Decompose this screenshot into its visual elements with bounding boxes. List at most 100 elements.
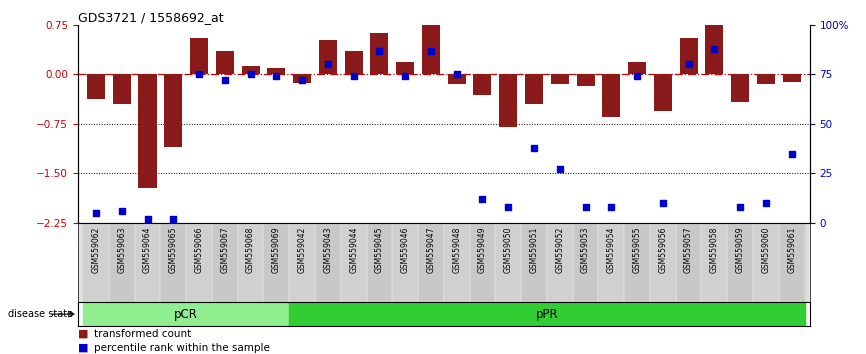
Bar: [216, 51, 234, 74]
Point: [372, 48, 386, 53]
Bar: [371, 33, 389, 74]
Text: GSM559059: GSM559059: [735, 227, 745, 273]
Bar: [422, 25, 440, 74]
Text: GSM559054: GSM559054: [607, 227, 616, 273]
Bar: [628, 62, 646, 74]
Point: [527, 145, 541, 150]
Point: [785, 151, 798, 156]
Point: [449, 72, 463, 77]
Text: GSM559067: GSM559067: [220, 227, 229, 273]
Point: [269, 73, 283, 79]
Text: GSM559044: GSM559044: [349, 227, 359, 273]
Bar: [727, 223, 753, 302]
Bar: [495, 223, 521, 302]
Bar: [757, 74, 775, 84]
Bar: [598, 223, 624, 302]
Text: GSM559049: GSM559049: [478, 227, 487, 273]
Bar: [190, 38, 208, 74]
Bar: [293, 74, 311, 83]
Bar: [602, 74, 620, 117]
Bar: [675, 223, 701, 302]
Text: GSM559062: GSM559062: [92, 227, 100, 273]
Text: GSM559058: GSM559058: [710, 227, 719, 273]
Point: [630, 73, 644, 79]
Bar: [654, 74, 672, 110]
Text: GSM559060: GSM559060: [761, 227, 771, 273]
Bar: [366, 223, 392, 302]
Text: pCR: pCR: [174, 308, 198, 321]
Text: GSM559061: GSM559061: [787, 227, 796, 273]
Point: [553, 166, 566, 172]
Bar: [186, 223, 212, 302]
Bar: [551, 74, 569, 84]
Bar: [340, 223, 366, 302]
Bar: [289, 223, 315, 302]
Point: [708, 46, 721, 51]
Text: ■: ■: [78, 329, 88, 338]
Bar: [160, 223, 186, 302]
Text: GSM559042: GSM559042: [298, 227, 307, 273]
Text: GSM559045: GSM559045: [375, 227, 384, 273]
Text: GSM559068: GSM559068: [246, 227, 255, 273]
Point: [682, 62, 695, 67]
Bar: [572, 223, 598, 302]
Text: GSM559046: GSM559046: [401, 227, 410, 273]
Text: GSM559064: GSM559064: [143, 227, 152, 273]
Point: [501, 204, 515, 210]
Text: GSM559055: GSM559055: [632, 227, 642, 273]
Text: GSM559063: GSM559063: [117, 227, 126, 273]
Text: GSM559050: GSM559050: [504, 227, 513, 273]
Text: ■: ■: [78, 343, 88, 353]
Text: GSM559053: GSM559053: [581, 227, 590, 273]
Bar: [783, 74, 801, 82]
Bar: [444, 223, 469, 302]
Point: [192, 72, 206, 77]
Bar: [705, 23, 723, 74]
Bar: [521, 223, 547, 302]
Bar: [547, 223, 572, 302]
Text: GDS3721 / 1558692_at: GDS3721 / 1558692_at: [78, 11, 223, 24]
Point: [321, 62, 335, 67]
Point: [656, 200, 669, 206]
Text: GSM559056: GSM559056: [658, 227, 668, 273]
Bar: [448, 74, 466, 84]
Point: [424, 48, 438, 53]
Bar: [753, 223, 779, 302]
Text: GSM559065: GSM559065: [169, 227, 178, 273]
Bar: [474, 74, 492, 96]
Point: [398, 73, 412, 79]
Bar: [680, 38, 698, 74]
Bar: [109, 223, 134, 302]
Bar: [499, 74, 517, 127]
Bar: [139, 74, 157, 188]
Text: pPR: pPR: [535, 308, 559, 321]
Point: [346, 73, 360, 79]
Bar: [650, 223, 675, 302]
Bar: [418, 223, 444, 302]
Point: [166, 216, 180, 222]
Bar: [87, 74, 105, 99]
Bar: [731, 74, 749, 102]
Point: [115, 208, 129, 214]
Point: [475, 196, 489, 202]
Text: GSM559066: GSM559066: [195, 227, 204, 273]
Text: percentile rank within the sample: percentile rank within the sample: [94, 343, 269, 353]
Text: GSM559047: GSM559047: [426, 227, 436, 273]
Point: [604, 204, 618, 210]
Bar: [242, 66, 260, 74]
Bar: [345, 51, 363, 74]
Point: [218, 78, 232, 83]
Bar: [212, 223, 237, 302]
Bar: [469, 223, 495, 302]
Point: [578, 204, 592, 210]
Text: transformed count: transformed count: [94, 329, 191, 338]
Bar: [624, 223, 650, 302]
Text: GSM559048: GSM559048: [452, 227, 462, 273]
Bar: [83, 223, 109, 302]
Point: [759, 200, 772, 206]
Point: [243, 72, 257, 77]
Text: GSM559051: GSM559051: [529, 227, 539, 273]
Bar: [779, 223, 805, 302]
Bar: [315, 223, 340, 302]
Bar: [289, 302, 805, 326]
